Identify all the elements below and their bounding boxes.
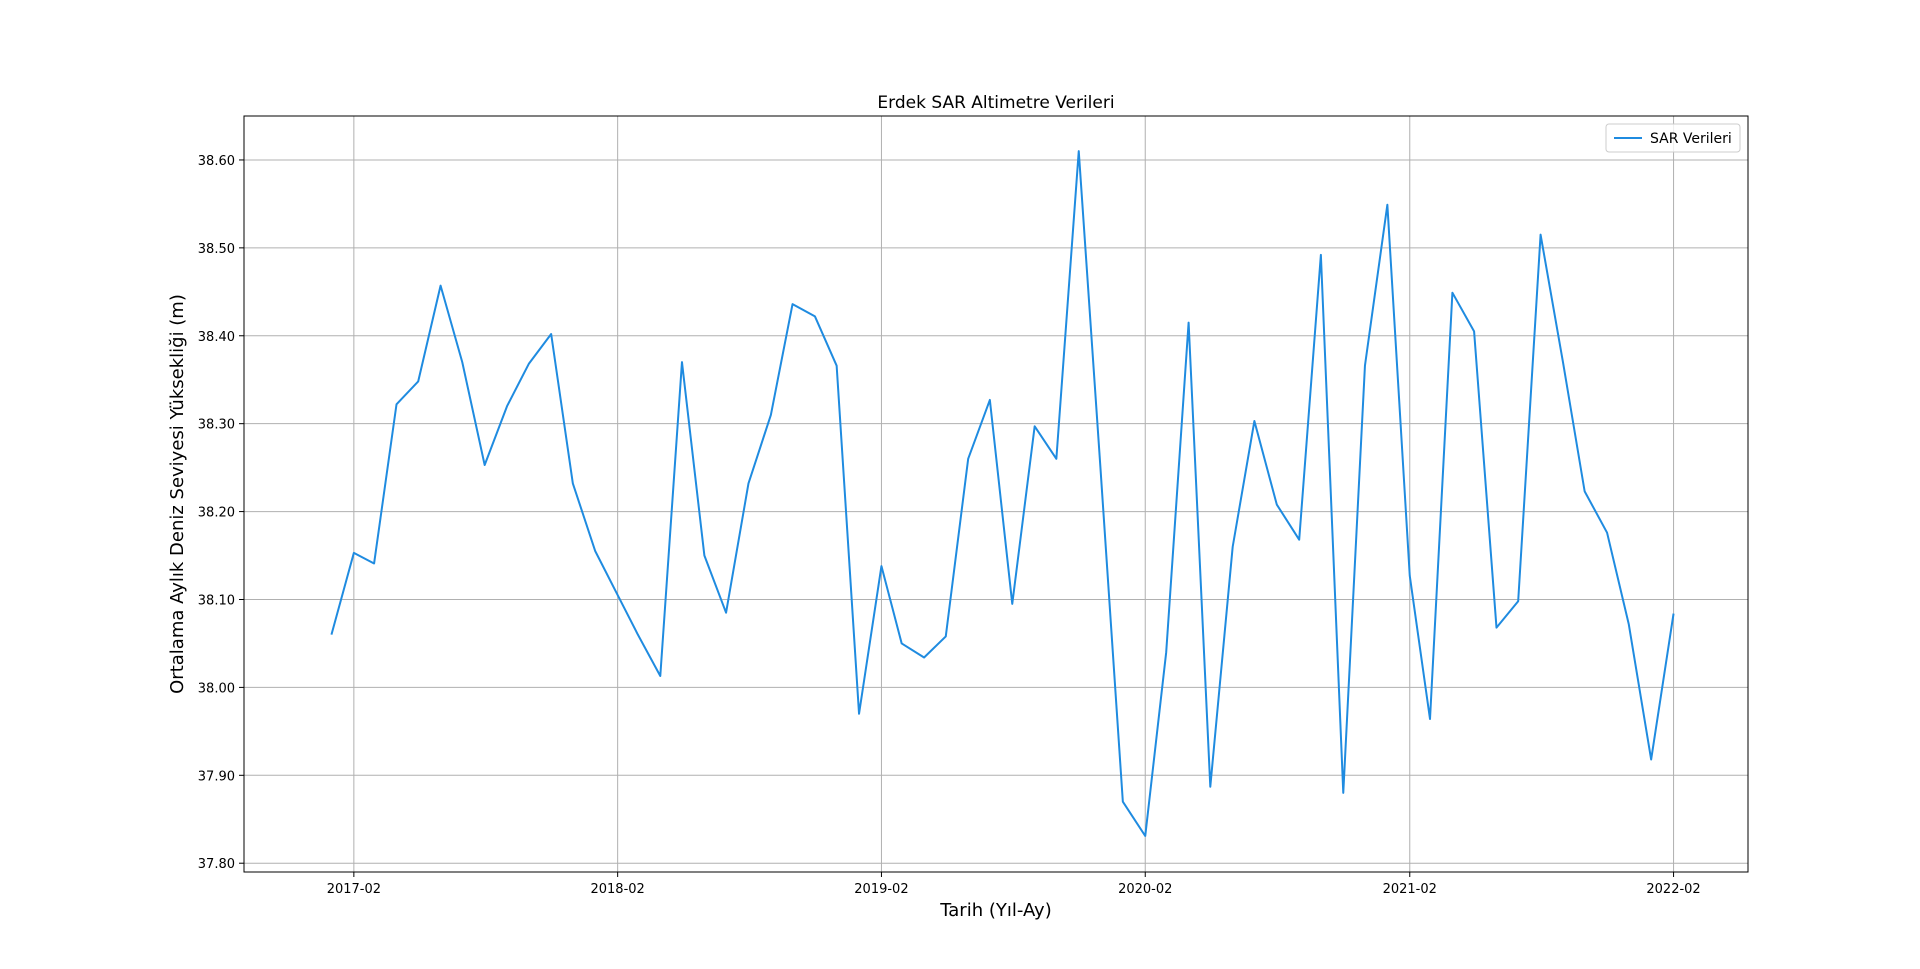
x-axis-label: Tarih (Yıl-Ay) xyxy=(939,900,1051,921)
chart-title: Erdek SAR Altimetre Verileri xyxy=(877,93,1114,113)
y-axis-ticks: 37.80 37.90 38.00 38.10 38.20 38.30 38.40 38.50… xyxy=(198,154,244,872)
y-tick-label: 38.40 xyxy=(198,330,235,345)
plot-frame xyxy=(243,115,1749,873)
legend: SAR Verileri xyxy=(1605,123,1741,153)
y-tick-label: 37.90 xyxy=(198,769,235,784)
y-tick-label: 37.80 xyxy=(198,857,235,872)
y-tick-label: 38.10 xyxy=(198,593,235,608)
x-tick-label: 2018-02 xyxy=(590,882,644,897)
x-tick-label: 2022-02 xyxy=(1646,882,1700,897)
legend-label: SAR Verileri xyxy=(1650,131,1732,147)
grid-lines xyxy=(244,116,1748,872)
x-tick-label: 2020-02 xyxy=(1118,882,1172,897)
y-tick-label: 38.20 xyxy=(198,506,235,521)
y-axis-label: Ortalama Aylık Deniz Seviyesi Yüksekliği… xyxy=(167,294,188,694)
legend-box xyxy=(1605,123,1741,153)
series-layer xyxy=(330,150,1675,837)
x-tick-label: 2017-02 xyxy=(327,882,381,897)
x-tick-label: 2021-02 xyxy=(1383,882,1437,897)
y-tick-label: 38.50 xyxy=(198,242,235,257)
series-line xyxy=(330,150,1675,837)
x-tick-label: 2019-02 xyxy=(854,882,908,897)
y-tick-label: 38.30 xyxy=(198,418,235,433)
y-tick-label: 38.60 xyxy=(198,154,235,169)
y-tick-label: 38.00 xyxy=(198,681,235,696)
x-axis-ticks: 2017-02 2018-02 2019-02 2020-02 2021-02 2022-… xyxy=(327,872,1701,897)
